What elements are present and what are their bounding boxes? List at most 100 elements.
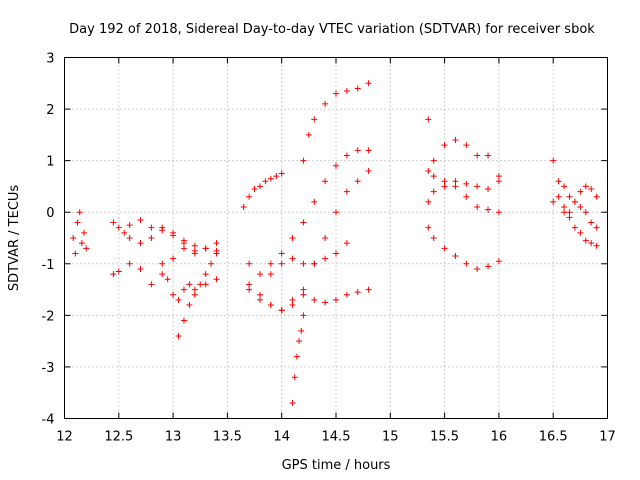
data-point xyxy=(441,245,448,252)
data-point xyxy=(289,255,296,262)
y-tick-label: -2 xyxy=(42,309,55,324)
series-sat-l xyxy=(300,80,372,164)
data-point xyxy=(441,178,448,185)
data-point xyxy=(251,186,258,193)
data-point xyxy=(571,198,578,205)
data-point xyxy=(159,260,166,267)
data-point xyxy=(164,276,171,283)
data-point xyxy=(170,229,177,236)
x-tick-label: 16 xyxy=(491,430,508,445)
data-point xyxy=(300,291,307,298)
data-point xyxy=(311,260,318,267)
series-sat-a xyxy=(70,209,90,257)
data-point xyxy=(191,291,198,298)
data-point xyxy=(305,131,312,138)
data-point xyxy=(115,224,122,231)
data-point xyxy=(571,224,578,231)
data-point xyxy=(588,186,595,193)
data-point xyxy=(495,173,502,180)
data-point xyxy=(267,175,274,182)
data-point xyxy=(300,260,307,267)
data-point xyxy=(180,286,187,293)
data-point xyxy=(197,281,204,288)
x-tick-label: 15 xyxy=(382,430,399,445)
data-point xyxy=(311,116,318,123)
data-point xyxy=(354,178,361,185)
data-point xyxy=(70,235,77,241)
x-tick-label: 12 xyxy=(56,430,73,445)
data-point xyxy=(121,229,128,236)
data-point xyxy=(441,183,448,190)
data-point xyxy=(495,209,502,216)
data-point xyxy=(425,198,432,205)
data-point xyxy=(191,250,198,257)
data-point xyxy=(293,353,300,360)
x-axis-label: GPS time / hours xyxy=(282,458,391,473)
data-point xyxy=(76,209,83,216)
data-point xyxy=(180,317,187,324)
data-point xyxy=(289,235,296,241)
data-point xyxy=(566,209,573,216)
data-point xyxy=(298,327,305,334)
data-point xyxy=(566,214,573,221)
data-point xyxy=(175,332,182,339)
data-point xyxy=(311,198,318,205)
x-tick-label: 13.5 xyxy=(213,430,242,445)
data-point xyxy=(246,260,253,267)
data-point xyxy=(256,291,263,298)
series-sat-i xyxy=(246,167,372,314)
data-point xyxy=(300,219,307,226)
data-point xyxy=(561,183,568,190)
data-point xyxy=(333,209,339,216)
data-point xyxy=(300,312,307,319)
data-point xyxy=(213,250,220,257)
x-tick-label: 14.5 xyxy=(322,430,351,445)
y-tick-label: -1 xyxy=(42,258,55,273)
data-point xyxy=(256,271,263,278)
data-point xyxy=(593,193,600,200)
data-point xyxy=(452,253,459,260)
x-tick-label: 15.5 xyxy=(430,430,459,445)
data-point xyxy=(126,260,133,267)
data-point xyxy=(474,183,481,190)
data-point xyxy=(246,193,253,200)
data-point xyxy=(561,204,568,211)
data-point xyxy=(322,178,329,185)
data-point xyxy=(159,224,166,231)
data-point xyxy=(72,250,79,257)
data-point xyxy=(425,116,432,123)
data-point xyxy=(246,286,253,293)
data-point xyxy=(289,400,296,407)
data-point xyxy=(588,240,595,247)
data-point xyxy=(588,219,595,226)
data-point xyxy=(555,193,562,200)
data-point xyxy=(246,281,253,288)
data-point xyxy=(365,286,372,293)
y-tick-label: -4 xyxy=(42,413,55,428)
data-point xyxy=(425,167,432,174)
data-point xyxy=(202,281,209,288)
data-point xyxy=(474,152,481,159)
data-point xyxy=(300,157,307,164)
data-point xyxy=(186,302,193,309)
data-point xyxy=(289,302,296,309)
series-sat-g xyxy=(240,170,285,211)
data-point xyxy=(137,240,144,247)
data-point xyxy=(322,299,329,306)
data-point xyxy=(291,374,298,381)
data-point xyxy=(452,137,459,144)
data-point xyxy=(333,296,339,303)
series-sat-j xyxy=(246,286,372,314)
series-sat-r xyxy=(550,157,600,231)
x-tick-label: 16.5 xyxy=(539,430,568,445)
data-point xyxy=(180,240,187,247)
data-point xyxy=(322,255,329,262)
series-sat-d xyxy=(121,224,220,257)
data-point xyxy=(148,235,155,241)
data-point xyxy=(577,204,584,211)
series-sat-s xyxy=(550,183,600,216)
data-point xyxy=(202,245,209,252)
data-point xyxy=(463,193,470,200)
data-point xyxy=(170,291,177,298)
series-sat-m xyxy=(289,312,307,407)
